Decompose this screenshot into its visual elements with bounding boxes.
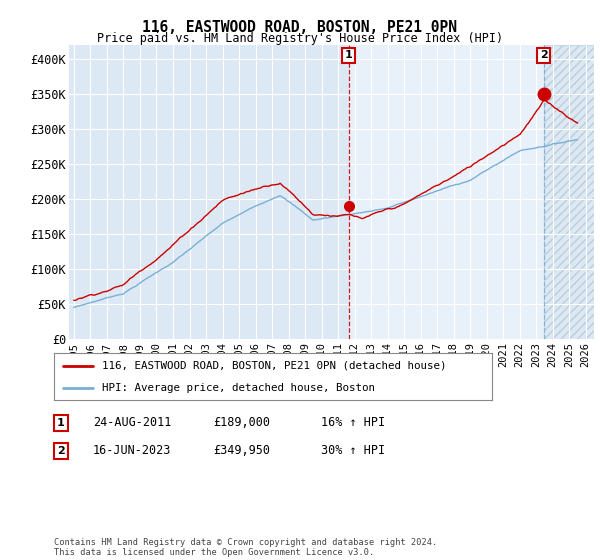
Text: Price paid vs. HM Land Registry's House Price Index (HPI): Price paid vs. HM Land Registry's House … xyxy=(97,32,503,45)
Bar xyxy=(349,45,600,339)
Text: Contains HM Land Registry data © Crown copyright and database right 2024.
This d: Contains HM Land Registry data © Crown c… xyxy=(54,538,437,557)
Text: 24-AUG-2011: 24-AUG-2011 xyxy=(93,416,172,430)
Text: 2: 2 xyxy=(540,50,548,60)
Text: 1: 1 xyxy=(57,418,65,428)
Text: 1: 1 xyxy=(345,50,353,60)
Text: 16% ↑ HPI: 16% ↑ HPI xyxy=(321,416,385,430)
Text: 30% ↑ HPI: 30% ↑ HPI xyxy=(321,444,385,458)
Text: 2: 2 xyxy=(57,446,65,456)
Text: £189,000: £189,000 xyxy=(213,416,270,430)
Text: 16-JUN-2023: 16-JUN-2023 xyxy=(93,444,172,458)
Text: HPI: Average price, detached house, Boston: HPI: Average price, detached house, Bost… xyxy=(102,382,375,393)
Text: 116, EASTWOOD ROAD, BOSTON, PE21 0PN: 116, EASTWOOD ROAD, BOSTON, PE21 0PN xyxy=(143,20,458,35)
Text: £349,950: £349,950 xyxy=(213,444,270,458)
Bar xyxy=(544,45,600,339)
Text: 116, EASTWOOD ROAD, BOSTON, PE21 0PN (detached house): 116, EASTWOOD ROAD, BOSTON, PE21 0PN (de… xyxy=(102,361,446,371)
